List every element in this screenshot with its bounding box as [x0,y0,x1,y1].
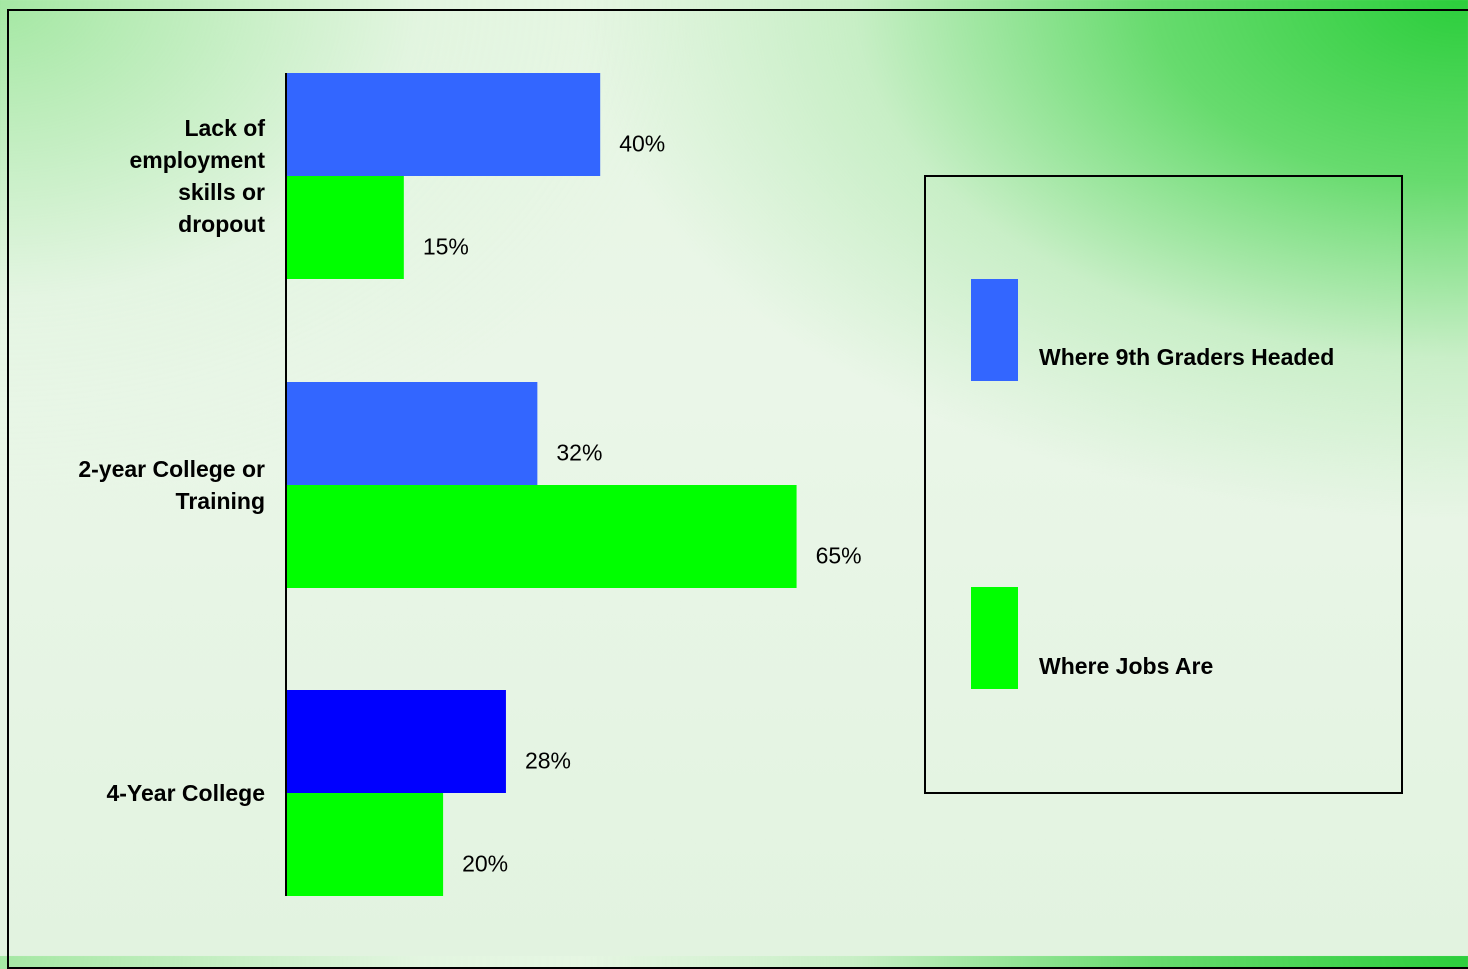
category-label-1: 2-year College or Training [78,456,265,514]
bar-ninth-graders-cat2 [286,690,506,793]
category-labels: Lack of employment skills or dropout 2-year … [78,115,265,806]
bar-jobs-cat2 [286,793,444,896]
legend: Where 9th Graders Headed Where Jobs Are [924,175,1403,794]
bars-group [286,73,797,896]
value-labels: 40% 15% 32% 65% 28% 20% [423,131,862,877]
bar-ninth-graders-cat0 [286,73,601,176]
bar-jobs-cat1 [286,485,797,588]
legend-label-jobs: Where Jobs Are [1039,653,1213,679]
value-label-ninth-graders-cat1: 32% [556,440,602,466]
bar-ninth-graders-cat1 [286,382,538,485]
bar-jobs-cat0 [286,176,404,279]
value-label-ninth-graders-cat0: 40% [619,131,665,157]
category-label-0: Lack of employment skills or dropout [130,115,266,237]
value-label-jobs-cat1: 65% [816,543,862,569]
legend-swatch-jobs [971,587,1018,689]
legend-swatch-9th-graders [971,279,1018,381]
value-label-jobs-cat2: 20% [462,851,508,877]
category-label-2: 4-Year College [106,780,265,806]
value-label-ninth-graders-cat2: 28% [525,748,571,774]
value-label-jobs-cat0: 15% [423,234,469,260]
legend-box [924,175,1403,794]
legend-label-9th-graders: Where 9th Graders Headed [1039,344,1334,370]
